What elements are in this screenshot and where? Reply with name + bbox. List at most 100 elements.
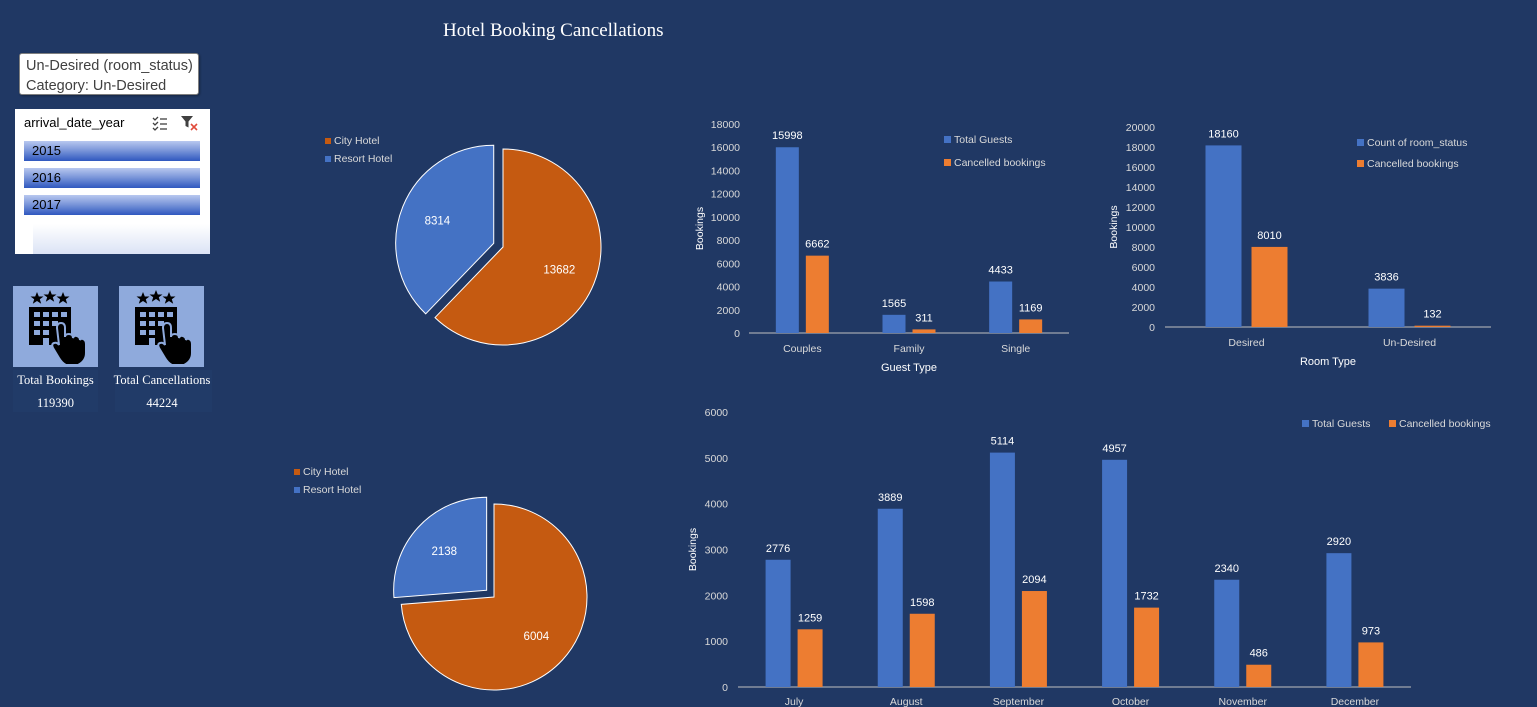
kpi-label-strip <box>115 370 212 412</box>
slicer-item-2015[interactable]: 2015 <box>24 141 200 161</box>
bar-mark <box>1414 325 1451 327</box>
x-tick-label: Un-Desired <box>1383 337 1436 349</box>
legend-label: Total Guests <box>1312 418 1370 430</box>
y-tick-label: 14000 <box>1126 182 1155 194</box>
clear-filter-icon[interactable] <box>180 114 198 132</box>
legend-swatch <box>325 156 331 162</box>
bar-data-label: 15998 <box>772 130 803 142</box>
tooltip-line-2: Category: Un-Desired <box>26 78 167 94</box>
bar-mark <box>1246 664 1272 687</box>
bar-data-label: 18160 <box>1208 128 1239 140</box>
bar-data-label: 311 <box>915 312 933 324</box>
multi-select-icon[interactable] <box>151 114 169 132</box>
bar-data-label: 3836 <box>1374 272 1398 284</box>
bar-data-label: 2776 <box>766 543 790 555</box>
y-axis-title: Bookings <box>1108 205 1120 248</box>
legend-swatch <box>1302 420 1309 427</box>
y-tick-label: 16000 <box>711 142 740 154</box>
slicer-header: arrival_date_year <box>24 115 125 130</box>
x-tick-label: July <box>785 696 804 707</box>
slicer-item-2016[interactable]: 2016 <box>24 168 200 188</box>
bar-data-label: 6662 <box>805 239 829 251</box>
bar-mark <box>765 559 791 687</box>
bar-data-label: 132 <box>1423 309 1441 321</box>
y-tick-label: 10000 <box>711 212 740 224</box>
legend-swatch <box>325 138 331 144</box>
pie-data-label: 8314 <box>425 216 451 228</box>
bar-data-label: 486 <box>1250 648 1268 660</box>
pie-data-label: 2138 <box>432 546 458 558</box>
total-bookings-label: Total Bookings <box>17 373 94 387</box>
bar-mark <box>1134 607 1160 687</box>
bar-chart-room-type: 0 2000 4000 6000 8000 10000 12000 14000 16000 180… <box>1108 122 1491 368</box>
y-tick-label: 6000 <box>1132 262 1156 274</box>
y-tick-label: 0 <box>722 682 728 694</box>
y-tick-label: 18000 <box>711 119 740 131</box>
bar-data-label: 2340 <box>1215 563 1239 575</box>
bar-chart-guest-type: 0 2000 4000 6000 8000 10000 12000 14000 16000 180… <box>694 119 1069 374</box>
legend-label: City Hotel <box>303 466 349 478</box>
bar-data-label: 2920 <box>1327 536 1351 548</box>
total-cancellations-button[interactable] <box>119 286 204 367</box>
x-tick-label: Single <box>1001 343 1030 355</box>
total-bookings-button[interactable] <box>13 286 98 367</box>
legend-swatch <box>944 136 951 143</box>
bar-mark <box>989 281 1013 333</box>
bar-data-label: 1259 <box>798 612 822 624</box>
y-tick-label: 4000 <box>705 499 729 511</box>
bar-mark <box>909 613 935 687</box>
bar-data-label: 1598 <box>910 597 934 609</box>
y-tick-label: 16000 <box>1126 162 1155 174</box>
bar-data-label: 1565 <box>882 298 906 310</box>
y-tick-label: 2000 <box>705 590 729 602</box>
legend-label: City Hotel <box>334 135 380 147</box>
legend-label: Cancelled bookings <box>1367 158 1459 170</box>
legend-label: Total Guests <box>954 134 1012 146</box>
y-tick-label: 14000 <box>711 165 740 177</box>
tooltip-line-1: Un-Desired (room_status) <box>26 58 193 74</box>
bar-mark <box>912 329 936 333</box>
bar-mark <box>805 255 829 333</box>
bar-data-label: 4433 <box>988 265 1012 277</box>
bar-mark <box>1205 145 1242 327</box>
y-axis-title: Bookings <box>687 528 699 571</box>
legend-swatch <box>1389 420 1396 427</box>
pie-chart-cancelled: City Hotel Resort Hotel 6004 2138 <box>294 466 588 691</box>
bar-mark <box>1019 319 1043 333</box>
y-tick-label: 4000 <box>717 282 741 294</box>
y-tick-label: 8000 <box>1132 242 1156 254</box>
x-tick-label: December <box>1331 696 1380 707</box>
bar-mark <box>775 147 799 333</box>
bar-data-label: 1732 <box>1134 591 1158 603</box>
legend-swatch <box>1357 160 1364 167</box>
x-axis-title: Room Type <box>1300 356 1356 368</box>
pie-chart-total: City Hotel Resort Hotel 13682 8314 <box>325 135 602 346</box>
y-tick-label: 1000 <box>705 636 729 648</box>
legend-swatch <box>294 487 300 493</box>
x-tick-label: August <box>890 696 923 707</box>
x-tick-label: November <box>1219 696 1268 707</box>
x-tick-label: Family <box>894 343 926 355</box>
bar-mark <box>1251 246 1288 327</box>
bar-data-label: 1169 <box>1019 302 1043 314</box>
y-tick-label: 20000 <box>1126 122 1155 134</box>
x-tick-label: Couples <box>783 343 822 355</box>
y-tick-label: 0 <box>734 328 740 340</box>
y-tick-label: 6000 <box>717 258 741 270</box>
legend-label: Resort Hotel <box>303 484 361 496</box>
y-tick-label: 10000 <box>1126 222 1155 234</box>
total-bookings-value: 119390 <box>36 396 75 410</box>
legend-label: Count of room_status <box>1367 137 1467 149</box>
bar-mark <box>1214 579 1240 687</box>
y-tick-label: 12000 <box>1126 202 1155 214</box>
pie-slice <box>400 503 588 691</box>
legend-label: Resort Hotel <box>334 153 392 165</box>
y-tick-label: 0 <box>1149 322 1155 334</box>
slicer-item-2017[interactable]: 2017 <box>24 195 200 215</box>
bar-mark <box>877 508 903 687</box>
bar-data-label: 3889 <box>878 492 902 504</box>
hotel-touch-icon <box>135 290 193 366</box>
legend-swatch <box>294 469 300 475</box>
y-tick-label: 2000 <box>1132 302 1156 314</box>
